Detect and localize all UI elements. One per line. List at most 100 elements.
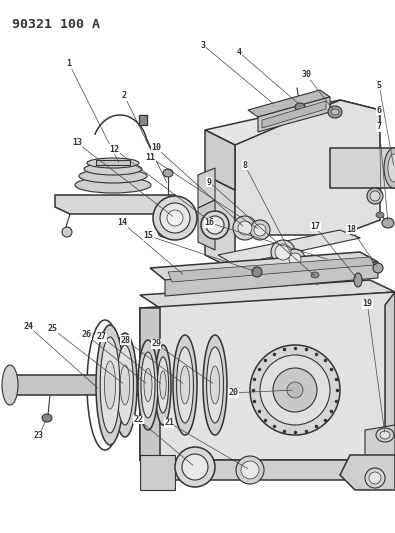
Ellipse shape bbox=[138, 340, 158, 430]
Circle shape bbox=[201, 211, 229, 239]
Ellipse shape bbox=[331, 109, 339, 115]
Text: 2: 2 bbox=[122, 92, 127, 100]
Text: 18: 18 bbox=[346, 225, 357, 233]
Text: 15: 15 bbox=[143, 231, 153, 240]
Circle shape bbox=[254, 224, 266, 236]
Circle shape bbox=[62, 227, 72, 237]
Ellipse shape bbox=[160, 371, 166, 399]
Polygon shape bbox=[150, 252, 378, 280]
Ellipse shape bbox=[207, 347, 224, 423]
Polygon shape bbox=[96, 160, 130, 165]
Ellipse shape bbox=[87, 158, 139, 168]
Polygon shape bbox=[248, 90, 330, 117]
Text: 3: 3 bbox=[201, 41, 206, 50]
Polygon shape bbox=[385, 292, 395, 480]
Text: 20: 20 bbox=[229, 389, 239, 397]
Circle shape bbox=[370, 191, 380, 201]
Circle shape bbox=[271, 240, 295, 264]
Circle shape bbox=[206, 216, 224, 234]
Text: 6: 6 bbox=[377, 106, 382, 115]
Ellipse shape bbox=[155, 345, 171, 425]
Polygon shape bbox=[140, 292, 395, 460]
Ellipse shape bbox=[380, 431, 390, 439]
Text: 8: 8 bbox=[243, 161, 247, 169]
Circle shape bbox=[153, 196, 197, 240]
Text: 5: 5 bbox=[377, 81, 382, 90]
Text: 27: 27 bbox=[97, 333, 107, 341]
Text: 11: 11 bbox=[145, 153, 155, 161]
Polygon shape bbox=[168, 257, 374, 282]
Ellipse shape bbox=[295, 103, 305, 111]
Polygon shape bbox=[165, 262, 378, 296]
Text: 19: 19 bbox=[362, 300, 372, 308]
Text: 7: 7 bbox=[377, 123, 382, 131]
Polygon shape bbox=[330, 148, 395, 188]
Text: 10: 10 bbox=[151, 143, 161, 152]
Circle shape bbox=[167, 210, 183, 226]
Text: 24: 24 bbox=[23, 322, 34, 330]
Ellipse shape bbox=[384, 148, 395, 188]
Circle shape bbox=[241, 461, 259, 479]
Polygon shape bbox=[205, 130, 235, 190]
Polygon shape bbox=[235, 100, 380, 235]
Polygon shape bbox=[205, 100, 380, 145]
Circle shape bbox=[275, 244, 291, 260]
Text: 30: 30 bbox=[301, 70, 311, 79]
Polygon shape bbox=[139, 115, 147, 125]
Polygon shape bbox=[140, 280, 395, 308]
Ellipse shape bbox=[376, 428, 394, 442]
Text: 1: 1 bbox=[67, 60, 71, 68]
Circle shape bbox=[367, 188, 383, 204]
Text: 29: 29 bbox=[151, 340, 161, 348]
Circle shape bbox=[252, 267, 262, 277]
Text: 14: 14 bbox=[117, 219, 128, 227]
Text: 9: 9 bbox=[207, 178, 212, 187]
Ellipse shape bbox=[180, 366, 190, 404]
Text: 4: 4 bbox=[237, 48, 241, 56]
Ellipse shape bbox=[113, 333, 137, 437]
Circle shape bbox=[236, 456, 264, 484]
Circle shape bbox=[160, 203, 190, 233]
Circle shape bbox=[250, 345, 340, 435]
Ellipse shape bbox=[117, 345, 134, 425]
Circle shape bbox=[158, 227, 168, 237]
Polygon shape bbox=[365, 425, 395, 465]
Ellipse shape bbox=[79, 169, 147, 183]
Polygon shape bbox=[198, 168, 215, 208]
Text: 12: 12 bbox=[109, 145, 120, 154]
Ellipse shape bbox=[144, 368, 152, 401]
Ellipse shape bbox=[96, 325, 124, 445]
Ellipse shape bbox=[84, 163, 142, 175]
Polygon shape bbox=[198, 200, 215, 250]
Polygon shape bbox=[140, 308, 160, 480]
Ellipse shape bbox=[177, 347, 194, 423]
Ellipse shape bbox=[2, 365, 18, 405]
Text: 13: 13 bbox=[72, 139, 82, 147]
Text: 26: 26 bbox=[81, 330, 91, 339]
Ellipse shape bbox=[75, 177, 151, 193]
Text: 21: 21 bbox=[164, 418, 174, 427]
Ellipse shape bbox=[104, 361, 116, 409]
Ellipse shape bbox=[354, 273, 362, 287]
Text: 23: 23 bbox=[34, 432, 44, 440]
Ellipse shape bbox=[210, 366, 220, 404]
Circle shape bbox=[285, 249, 305, 269]
Ellipse shape bbox=[373, 263, 383, 273]
Circle shape bbox=[289, 253, 301, 265]
Circle shape bbox=[175, 447, 215, 487]
Circle shape bbox=[369, 472, 381, 484]
Text: 25: 25 bbox=[47, 325, 58, 333]
Circle shape bbox=[260, 355, 330, 425]
Text: 16: 16 bbox=[204, 219, 214, 227]
Circle shape bbox=[287, 382, 303, 398]
Polygon shape bbox=[205, 175, 235, 270]
Polygon shape bbox=[140, 455, 175, 490]
Ellipse shape bbox=[100, 337, 120, 433]
Polygon shape bbox=[140, 460, 395, 480]
Polygon shape bbox=[258, 97, 330, 132]
Ellipse shape bbox=[203, 335, 227, 435]
Text: 17: 17 bbox=[310, 222, 320, 231]
Polygon shape bbox=[262, 101, 326, 128]
Ellipse shape bbox=[163, 169, 173, 177]
Polygon shape bbox=[5, 375, 140, 395]
